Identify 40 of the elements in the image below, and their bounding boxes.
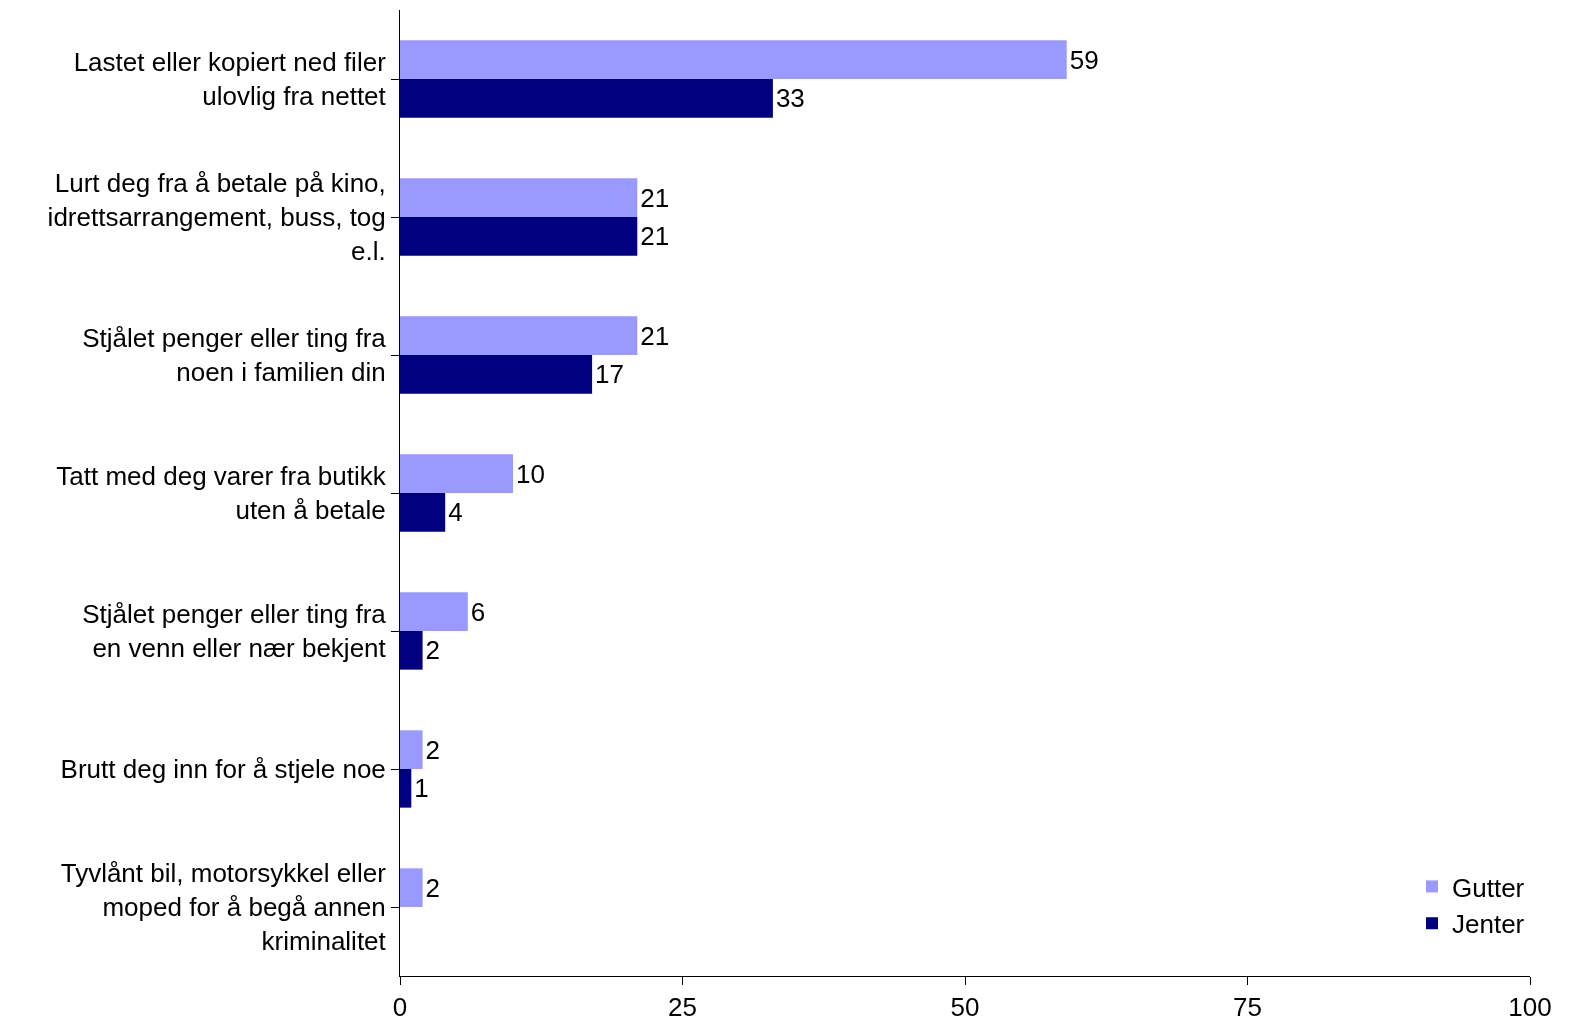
bar: [400, 493, 446, 532]
bar: [400, 868, 423, 907]
data-label: 2: [425, 734, 441, 765]
y-tick-label: Tatt med deg varer fra butikk uten å betale: [56, 461, 387, 525]
data-label: 6: [470, 596, 486, 627]
y-tick-label: Lastet eller kopiert ned filer ulovlig fra nettet: [73, 47, 387, 111]
x-tick-label: 25: [668, 992, 697, 1023]
data-label: 1: [414, 773, 429, 804]
bar: [400, 730, 423, 769]
y-tick-label: Brutt deg inn for å stjele noe: [60, 754, 386, 785]
y-tick-label: Stjålet penger eller ting fra en venn eller nær bekjent: [82, 599, 387, 663]
bar: [400, 592, 468, 631]
x-tick-label: 50: [950, 992, 980, 1023]
data-label: 17: [595, 359, 625, 390]
bar: [400, 316, 638, 355]
data-label: 33: [775, 83, 805, 114]
y-tick-label: Tyvlånt bil, motorsykkel eller moped for å begå annen kriminalitet: [60, 858, 387, 956]
y-tick-label: Lurt deg fra å betale på kino, idrettsarrangement, buss, tog e.l.: [47, 168, 386, 266]
data-label: 21: [640, 221, 670, 252]
legend-label: Gutter: [1452, 872, 1525, 903]
data-label: 10: [516, 458, 545, 489]
x-tick-label: 100: [1508, 992, 1552, 1023]
data-label: 4: [448, 497, 463, 528]
bar: [400, 217, 638, 256]
data-label: 21: [640, 320, 670, 351]
x-tick-label: 0: [392, 992, 408, 1023]
bar: [400, 454, 513, 493]
data-label: 59: [1069, 44, 1099, 75]
bar: [400, 769, 412, 808]
y-tick-label: Stjålet penger eller ting fra noen i familien din: [82, 323, 387, 387]
legend-label: Jenter: [1452, 909, 1525, 940]
bar: [400, 40, 1067, 79]
x-tick-label: 75: [1233, 992, 1262, 1023]
bar: [400, 178, 638, 217]
data-label: 2: [425, 635, 441, 666]
bar: [400, 355, 593, 394]
data-label: 21: [640, 182, 670, 213]
bar: [400, 631, 423, 670]
data-label: 2: [425, 872, 441, 903]
bar: [400, 79, 773, 118]
